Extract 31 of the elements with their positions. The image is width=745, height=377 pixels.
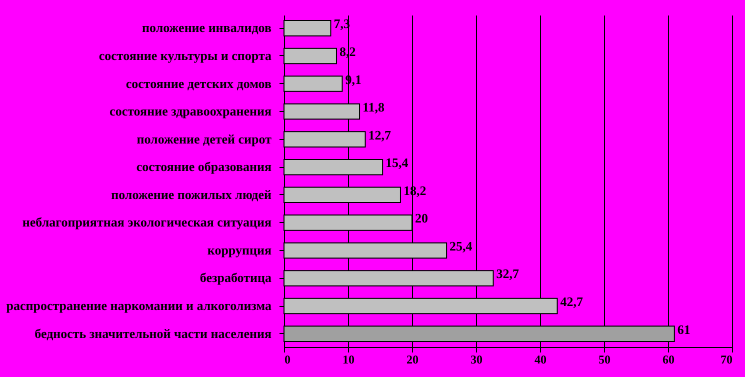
y-tick-label: положение детей сирот bbox=[136, 131, 272, 146]
x-tick-label: 60 bbox=[662, 352, 674, 366]
y-tick-label: состояние культуры и спорта bbox=[98, 48, 272, 63]
y-tick-label: состояние образования bbox=[136, 159, 272, 174]
bar bbox=[284, 48, 337, 64]
data-label: 15,4 bbox=[386, 155, 409, 170]
data-label: 42,7 bbox=[560, 294, 584, 310]
y-tick-label: коррупция bbox=[207, 242, 272, 258]
x-tick-label: 40 bbox=[534, 352, 546, 366]
data-label: 25,4 bbox=[450, 238, 473, 254]
bar bbox=[284, 20, 332, 36]
x-tick-label: 50 bbox=[598, 352, 610, 366]
y-tick-label: безработица bbox=[200, 270, 272, 286]
x-tick-label: 30 bbox=[470, 352, 482, 366]
y-tick-label: состояние здравоохранения bbox=[110, 104, 272, 119]
x-tick-label: 10 bbox=[342, 352, 354, 366]
data-label: 32,7 bbox=[496, 266, 520, 282]
y-tick-label: положение инвалидов bbox=[142, 20, 272, 36]
data-label: 11,8 bbox=[362, 100, 386, 115]
data-label: 61 bbox=[677, 322, 690, 337]
y-tick-label: положение пожилых людей bbox=[111, 186, 272, 202]
data-label: 12,7 bbox=[368, 127, 392, 142]
y-tick-label: бедность значительной части населения bbox=[34, 326, 272, 341]
y-tick-label: неблагоприятная экологическая ситуация bbox=[22, 214, 272, 230]
bar bbox=[284, 76, 343, 92]
x-tick-label: 0 bbox=[284, 352, 290, 366]
data-label: 20 bbox=[415, 210, 428, 226]
y-tick-label: распространение наркомании и алкоголизма bbox=[6, 298, 272, 314]
x-tick-label: 20 bbox=[406, 352, 418, 366]
x-tick-label: 70 bbox=[720, 352, 732, 366]
y-tick-label: состояние детских домов bbox=[126, 76, 272, 91]
